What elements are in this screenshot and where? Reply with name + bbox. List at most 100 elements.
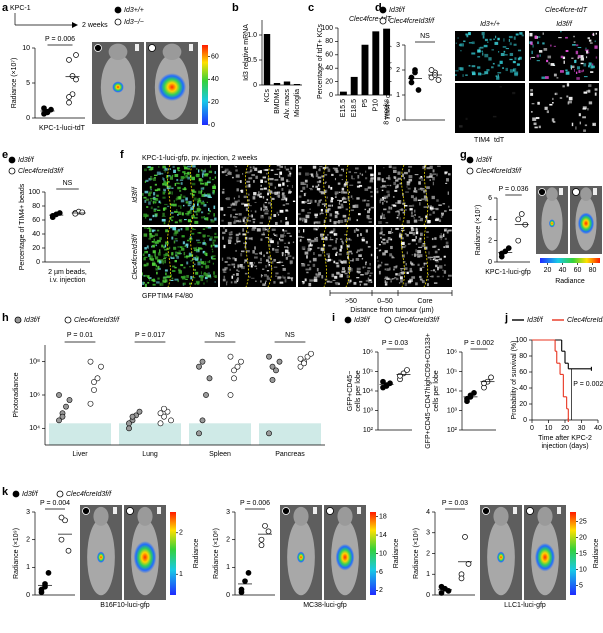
- cell-signal: [169, 227, 173, 229]
- cell-signal: [384, 276, 389, 279]
- cell-signal: [164, 168, 168, 171]
- cell-signal: [391, 232, 394, 234]
- cell-signal: [430, 256, 434, 259]
- cell-signal: [287, 276, 290, 279]
- cell-signal: [444, 237, 447, 240]
- data-point: [42, 581, 48, 587]
- data-point: [206, 375, 213, 382]
- cell-signal: [155, 198, 159, 201]
- y-axis-label: Radiance (×10⁹): [13, 528, 20, 579]
- cell-signal: [164, 183, 169, 187]
- cell-signal: [343, 201, 347, 203]
- cell-signal: [263, 203, 265, 207]
- cell-signal: [267, 261, 271, 264]
- cell-signal: [281, 265, 285, 267]
- cell-signal: [143, 227, 148, 229]
- cell-signal: [150, 178, 153, 180]
- cell-signal: [350, 209, 355, 212]
- colorbar-tick-label: 40: [559, 267, 567, 274]
- cell-signal: [191, 176, 195, 181]
- x-tick-label: 8 weeks: [383, 99, 390, 125]
- cell-signal: [149, 230, 151, 233]
- cell-signal: [354, 172, 358, 174]
- data-point: [66, 57, 72, 63]
- cell-signal: [320, 208, 323, 212]
- cell-signal: [148, 177, 152, 181]
- cell-signal: [177, 211, 182, 215]
- cell-signal: [161, 215, 166, 217]
- x-axis-label: Time after KPC-2: [538, 435, 592, 442]
- legend-marker: [64, 316, 72, 324]
- cell-signal: [541, 76, 546, 79]
- cell-signal: [594, 45, 598, 49]
- cell-signal: [262, 227, 267, 231]
- data-point: [269, 363, 276, 370]
- cell-signal: [227, 221, 232, 225]
- cell-signal: [207, 212, 210, 215]
- data-point: [265, 528, 272, 535]
- cell-signal: [213, 191, 215, 195]
- cell-signal: [402, 211, 406, 213]
- y-tick-label: 10²: [363, 427, 374, 434]
- signal: [157, 73, 187, 102]
- cell-signal: [175, 240, 178, 242]
- cell-signal: [178, 196, 181, 200]
- cell-signal: [271, 197, 275, 200]
- x-tick-label: 10: [545, 425, 553, 432]
- y-tick-label: 40: [325, 65, 333, 72]
- cell-signal: [195, 271, 199, 275]
- cell-signal: [378, 221, 382, 225]
- y-tick-label: 20: [32, 245, 40, 252]
- cell-signal: [156, 239, 161, 243]
- cell-signal: [435, 255, 440, 258]
- cell-signal: [196, 203, 199, 206]
- colorbar: [170, 512, 176, 595]
- cell-signal: [434, 259, 439, 262]
- cell-signal: [197, 199, 202, 203]
- cell-signal: [184, 245, 187, 248]
- data-point: [498, 250, 505, 257]
- cell-signal: [226, 197, 230, 201]
- cell-signal: [251, 214, 253, 218]
- y-tick-label: 2: [226, 537, 230, 544]
- cell-signal: [370, 206, 375, 209]
- cell-signal: [553, 73, 557, 77]
- cell-signal: [184, 219, 187, 221]
- legend-label: Id3f/f: [24, 317, 41, 324]
- cell-signal: [419, 254, 423, 258]
- cell-signal: [291, 279, 293, 282]
- cell-signal: [195, 174, 200, 177]
- y-axis-label: GFP+CD45−CD47highCD9+CD133+: [425, 333, 432, 449]
- cell-signal: [191, 265, 194, 268]
- cell-signal: [326, 280, 330, 283]
- cell-signal: [156, 171, 161, 176]
- cell-signal: [287, 255, 292, 257]
- cell-signal: [183, 266, 186, 269]
- cell-signal: [165, 229, 169, 233]
- cell-signal: [575, 71, 578, 74]
- tag: [313, 507, 317, 514]
- cell-signal: [236, 219, 240, 223]
- cell-signal: [265, 210, 269, 212]
- cell-signal: [334, 233, 338, 236]
- cell-signal: [396, 210, 400, 212]
- cell-signal: [457, 37, 459, 39]
- cell-signal: [481, 73, 486, 75]
- cell-signal: [563, 60, 565, 64]
- cell-signal: [448, 209, 453, 211]
- cell-signal: [187, 176, 191, 180]
- cell-signal: [336, 170, 339, 173]
- data-point: [435, 77, 442, 83]
- cell-signal: [405, 191, 409, 193]
- cell-signal: [284, 249, 289, 253]
- cell-signal: [359, 280, 363, 283]
- cell-signal: [185, 227, 189, 231]
- cell-signal: [370, 177, 374, 180]
- colorbar-tick-label: 60: [574, 267, 582, 274]
- cell-signal: [419, 181, 421, 184]
- cell-signal: [228, 231, 233, 236]
- cell-signal: [144, 216, 147, 219]
- cell-signal: [573, 41, 576, 43]
- cell-signal: [530, 92, 534, 96]
- cell-signal: [317, 176, 322, 179]
